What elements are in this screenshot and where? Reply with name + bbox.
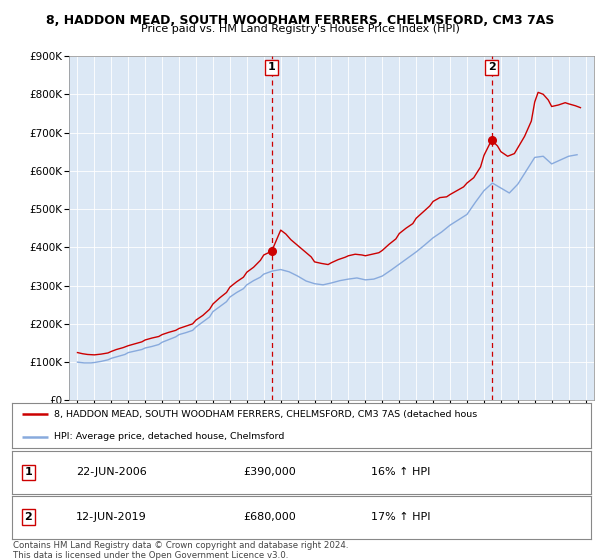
Text: 1: 1 <box>25 468 32 477</box>
Text: £680,000: £680,000 <box>244 512 296 522</box>
Text: 8, HADDON MEAD, SOUTH WOODHAM FERRERS, CHELMSFORD, CM3 7AS (detached hous: 8, HADDON MEAD, SOUTH WOODHAM FERRERS, C… <box>53 410 477 419</box>
Text: 12-JUN-2019: 12-JUN-2019 <box>76 512 146 522</box>
Text: Price paid vs. HM Land Registry's House Price Index (HPI): Price paid vs. HM Land Registry's House … <box>140 24 460 34</box>
Text: 2: 2 <box>25 512 32 522</box>
Text: HPI: Average price, detached house, Chelmsford: HPI: Average price, detached house, Chel… <box>53 432 284 441</box>
Text: Contains HM Land Registry data © Crown copyright and database right 2024.
This d: Contains HM Land Registry data © Crown c… <box>13 541 349 560</box>
Text: 8, HADDON MEAD, SOUTH WOODHAM FERRERS, CHELMSFORD, CM3 7AS: 8, HADDON MEAD, SOUTH WOODHAM FERRERS, C… <box>46 14 554 27</box>
Text: 17% ↑ HPI: 17% ↑ HPI <box>371 512 430 522</box>
Text: 16% ↑ HPI: 16% ↑ HPI <box>371 468 430 477</box>
Text: 1: 1 <box>268 63 275 72</box>
Text: £390,000: £390,000 <box>244 468 296 477</box>
Text: 2: 2 <box>488 63 496 72</box>
Text: 22-JUN-2006: 22-JUN-2006 <box>76 468 146 477</box>
